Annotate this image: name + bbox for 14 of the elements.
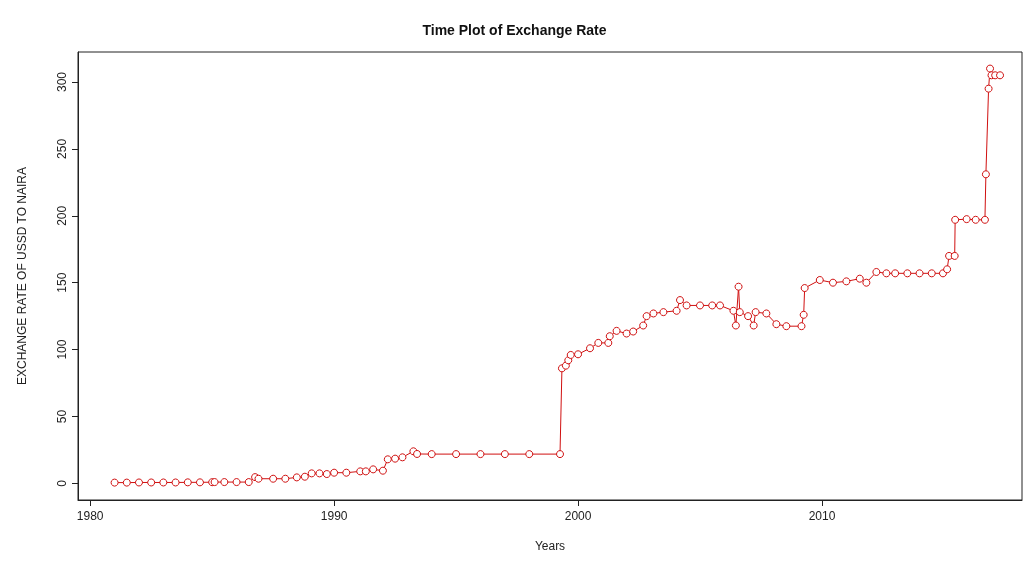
x-tick-label: 2010 [808, 509, 836, 523]
y-tick-label: 200 [55, 205, 69, 226]
x-axis-title: Years [534, 539, 566, 553]
y-tick-label: 150 [55, 272, 69, 293]
y-tick-label: 0 [55, 479, 69, 487]
x-tick-label: 2000 [564, 509, 592, 523]
y-tick-label: 50 [55, 409, 69, 424]
y-axis-title: EXCHANGE RATE OF USSD TO NAIRA [15, 166, 29, 386]
chart-title: Time Plot of Exchange Rate [422, 22, 607, 38]
y-tick-label: 100 [55, 339, 69, 360]
y-tick-label: 300 [55, 71, 69, 92]
x-tick-label: 1980 [76, 509, 104, 523]
x-tick-label: 1990 [320, 509, 348, 523]
y-tick-label: 250 [55, 138, 69, 159]
